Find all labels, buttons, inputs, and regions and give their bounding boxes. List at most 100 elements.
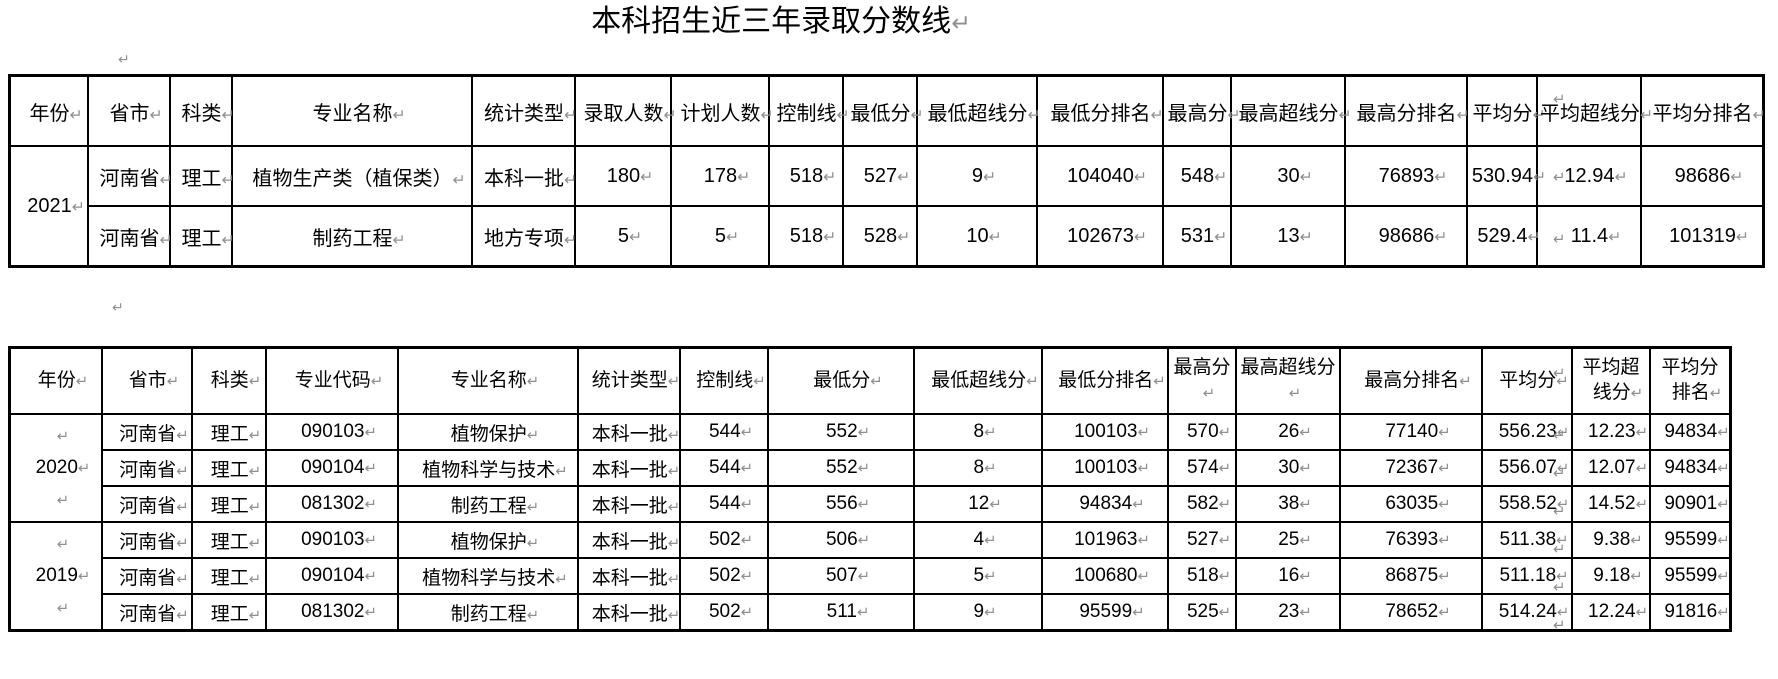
cell-min-rank[interactable]: 101963↵ — [1042, 522, 1168, 558]
t1-h-stat-type[interactable]: 统计类型↵ — [472, 76, 577, 146]
t2-h-avg-over[interactable]: 平均超线分↵ — [1572, 348, 1650, 414]
cell-max-over[interactable]: 26↵ — [1236, 414, 1340, 450]
t1-h-min-score[interactable]: 最低分↵ — [843, 76, 924, 146]
t2-h-major[interactable]: 专业名称↵ — [398, 348, 578, 414]
t1-h-planned[interactable]: 计划人数↵ — [671, 76, 774, 146]
cell-avg-score[interactable]: 556.07↵ — [1482, 450, 1572, 486]
cell-avg-rank[interactable]: 101319↵ — [1641, 206, 1763, 266]
cell-min-over[interactable]: 12↵ — [914, 486, 1042, 522]
cell-major[interactable]: 植物生产类（植保类）↵ — [232, 146, 472, 206]
cell-avg-over[interactable]: 12.07↵ — [1572, 450, 1650, 486]
cell-min-rank[interactable]: 100103↵ — [1042, 450, 1168, 486]
cell-max-over[interactable]: 23↵ — [1236, 594, 1340, 630]
cell-max-score[interactable]: 574↵ — [1168, 450, 1236, 486]
t1-h-avg-over[interactable]: 平均超线分↵ — [1537, 76, 1653, 146]
cell-min-rank[interactable]: 104040↵ — [1037, 146, 1163, 206]
cell-major[interactable]: 植物保护↵ — [398, 522, 578, 558]
cell-province[interactable]: 河南省↵ — [102, 558, 192, 594]
cell-avg-rank[interactable]: 90901↵ — [1650, 486, 1730, 522]
t1-h-max-over[interactable]: 最高超线分↵ — [1231, 76, 1352, 146]
t1-h-max-score[interactable]: 最高分↵ — [1163, 76, 1241, 146]
cell-subject[interactable]: 理工↵ — [170, 146, 235, 206]
cell-max-score[interactable]: 527↵ — [1168, 522, 1236, 558]
cell-control-line[interactable]: 502↵ — [680, 522, 768, 558]
cell-avg-score[interactable]: 511.38↵ — [1482, 522, 1572, 558]
cell-avg-score[interactable]: 514.24↵ — [1482, 594, 1572, 630]
cell-min-score[interactable]: 552↵ — [768, 450, 914, 486]
cell-major[interactable]: 植物保护↵ — [398, 414, 578, 450]
cell-max-score[interactable]: 525↵ — [1168, 594, 1236, 630]
cell-major[interactable]: 植物科学与技术↵ — [398, 558, 578, 594]
cell-stat-type[interactable]: 本科一批↵ — [578, 522, 680, 558]
cell-min-over[interactable]: 8↵ — [914, 414, 1042, 450]
cell-major[interactable]: 制药工程↵ — [232, 206, 472, 266]
cell-avg-rank[interactable]: 94834↵ — [1650, 450, 1730, 486]
cell-year-2021[interactable]: 2021↵ — [10, 146, 88, 266]
cell-major-code[interactable]: 090104↵ — [266, 450, 398, 486]
cell-province[interactable]: 河南省↵ — [102, 450, 192, 486]
t2-h-control-line[interactable]: 控制线↵ — [680, 348, 768, 414]
cell-avg-over[interactable]: 14.52↵ — [1572, 486, 1650, 522]
t2-h-subject[interactable]: 科类↵ — [192, 348, 266, 414]
cell-subject[interactable]: 理工↵ — [192, 486, 266, 522]
t2-h-min-over[interactable]: 最低超线分↵ — [914, 348, 1042, 414]
cell-min-rank[interactable]: 95599↵ — [1042, 594, 1168, 630]
t1-h-avg-score[interactable]: 平均分↵ — [1467, 76, 1546, 146]
t2-h-min-score[interactable]: 最低分↵ — [768, 348, 914, 414]
cell-min-score[interactable]: 556↵ — [768, 486, 914, 522]
cell-year-2019[interactable]: ↵ 2019↵ ↵ — [10, 522, 102, 630]
cell-max-over[interactable]: 16↵ — [1236, 558, 1340, 594]
cell-avg-rank[interactable]: 95599↵ — [1650, 558, 1730, 594]
cell-admitted[interactable]: 5↵ — [575, 206, 671, 266]
cell-min-score[interactable]: 528↵ — [843, 206, 917, 266]
cell-min-rank[interactable]: 100680↵ — [1042, 558, 1168, 594]
cell-major[interactable]: 制药工程↵ — [398, 486, 578, 522]
cell-min-over[interactable]: 8↵ — [914, 450, 1042, 486]
cell-max-rank[interactable]: 86875↵ — [1340, 558, 1482, 594]
cell-year-2020[interactable]: ↵ 2020↵ ↵ — [10, 414, 102, 522]
cell-min-over[interactable]: 9↵ — [917, 146, 1037, 206]
cell-min-rank[interactable]: 100103↵ — [1042, 414, 1168, 450]
page-title[interactable]: 本科招生近三年录取分数线↵ — [0, 2, 1562, 44]
cell-avg-over[interactable]: 12.94↵ — [1537, 146, 1641, 206]
cell-max-over[interactable]: 25↵ — [1236, 522, 1340, 558]
t1-h-year[interactable]: 年份↵ — [10, 76, 88, 146]
cell-avg-over[interactable]: 9.18↵ — [1572, 558, 1650, 594]
cell-stat-type[interactable]: 本科一批↵ — [578, 558, 680, 594]
cell-avg-rank[interactable]: 91816↵ — [1650, 594, 1730, 630]
t1-h-min-rank[interactable]: 最低分排名↵ — [1037, 76, 1164, 146]
cell-province[interactable]: 河南省↵ — [102, 594, 192, 630]
cell-max-score[interactable]: 518↵ — [1168, 558, 1236, 594]
t1-h-min-over[interactable]: 最低超线分↵ — [917, 76, 1041, 146]
t1-h-subject[interactable]: 科类↵ — [170, 76, 235, 146]
cell-major-code[interactable]: 090103↵ — [266, 414, 398, 450]
t2-h-max-over[interactable]: 最高超线分 ↵ — [1236, 348, 1340, 414]
cell-min-score[interactable]: 507↵ — [768, 558, 914, 594]
cell-province[interactable]: 河南省↵ — [102, 522, 192, 558]
cell-avg-rank[interactable]: 98686↵ — [1641, 146, 1763, 206]
cell-max-rank[interactable]: 72367↵ — [1340, 450, 1482, 486]
t2-h-major-code[interactable]: 专业代码↵ — [266, 348, 398, 414]
t1-h-province[interactable]: 省市↵ — [88, 76, 170, 146]
cell-max-over[interactable]: 30↵ — [1236, 450, 1340, 486]
cell-subject[interactable]: 理工↵ — [170, 206, 235, 266]
cell-major-code[interactable]: 081302↵ — [266, 594, 398, 630]
t1-h-avg-rank[interactable]: 平均分排名↵ — [1641, 76, 1766, 146]
cell-max-rank[interactable]: 98686↵ — [1345, 206, 1467, 266]
empty-paragraph[interactable]: ↵ — [0, 268, 1562, 346]
cell-province[interactable]: 河南省↵ — [102, 486, 192, 522]
t1-h-admitted[interactable]: 录取人数↵ — [575, 76, 677, 146]
cell-stat-type[interactable]: 本科一批↵ — [472, 146, 577, 206]
cell-planned[interactable]: 178↵ — [671, 146, 769, 206]
t2-h-max-score[interactable]: 最高分 ↵ — [1168, 348, 1236, 414]
t1-h-major[interactable]: 专业名称↵ — [232, 76, 472, 146]
t2-h-min-rank[interactable]: 最低分排名↵ — [1042, 348, 1168, 414]
cell-min-score[interactable]: 552↵ — [768, 414, 914, 450]
cell-max-score[interactable]: 531↵ — [1163, 206, 1231, 266]
cell-stat-type[interactable]: 本科一批↵ — [578, 414, 680, 450]
t2-h-province[interactable]: 省市↵ — [102, 348, 192, 414]
cell-subject[interactable]: 理工↵ — [192, 450, 266, 486]
cell-min-rank[interactable]: 102673↵ — [1037, 206, 1163, 266]
cell-control-line[interactable]: 518↵ — [769, 206, 843, 266]
cell-avg-score[interactable]: 530.94↵ — [1467, 146, 1546, 206]
